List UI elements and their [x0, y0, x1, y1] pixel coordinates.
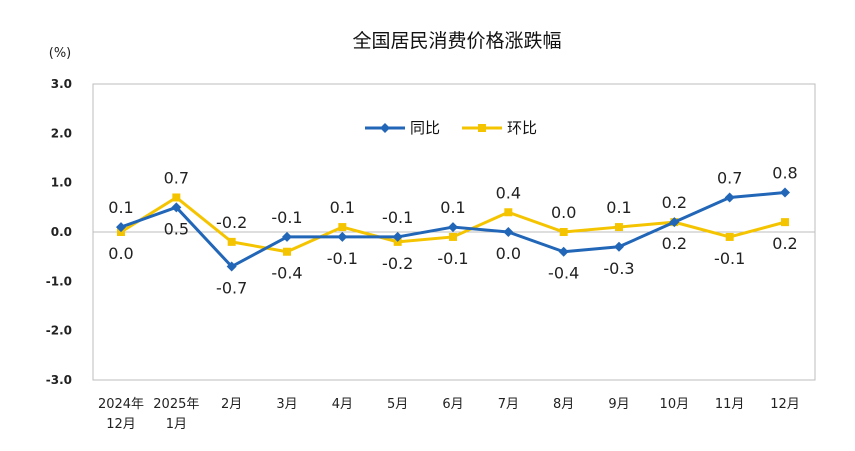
point-mom	[725, 232, 734, 241]
point-yoy	[724, 192, 735, 203]
point-yoy	[503, 227, 514, 237]
point-yoy	[171, 202, 182, 213]
data-label-yoy: 0.7	[717, 168, 742, 187]
data-label-mom: 0.7	[164, 168, 189, 187]
point-mom	[615, 223, 623, 232]
point-yoy	[669, 217, 680, 228]
y-tick-label: -2.0	[46, 324, 72, 338]
y-tick-label: 1.0	[51, 176, 72, 190]
x-tick-label: 2月	[221, 397, 242, 412]
axes: 3.0 2.0 1.0 0.0 -1.0 -2.0 -3.0 2024年 12月 2025年 1月 2…	[46, 77, 815, 432]
legend-label-mom: 环比	[507, 119, 537, 137]
data-label-yoy: 0.8	[772, 164, 797, 183]
data-label-mom: 0.1	[330, 198, 355, 217]
point-yoy	[558, 246, 569, 257]
data-label-mom: 0.2	[772, 234, 797, 253]
data-label-mom: -0.2	[382, 254, 413, 273]
data-label-mom: -0.4	[271, 264, 302, 283]
point-yoy	[282, 231, 292, 242]
data-labels: 0.1 0.0 0.5 0.7 -0.7 -0.2 -0.1 -0.4 -0.1 0.1 -0.1 -…	[108, 164, 797, 298]
data-label-yoy: -0.1	[271, 208, 302, 227]
x-tick-label: 2025年 1月	[153, 397, 199, 432]
point-yoy	[780, 187, 790, 198]
point-mom	[172, 193, 181, 202]
data-label-mom: 0.4	[496, 183, 521, 202]
point-mom	[227, 237, 236, 246]
x-tick-label: 4月	[332, 397, 353, 412]
data-label-mom: 0.2	[662, 234, 687, 253]
data-label-mom: -0.1	[714, 249, 745, 268]
x-tick-label: 10月	[660, 397, 690, 412]
point-yoy	[116, 222, 126, 233]
legend: 同比 环比	[365, 119, 537, 137]
data-label-yoy: -0.7	[216, 279, 247, 298]
x-tick-label: 8月	[553, 397, 574, 412]
point-mom	[781, 218, 789, 227]
point-yoy	[392, 231, 403, 242]
point-mom	[283, 247, 291, 256]
data-label-mom: 0.1	[606, 198, 631, 217]
y-tick-label: -3.0	[46, 373, 72, 387]
point-yoy	[337, 231, 348, 242]
legend-marker-mom	[478, 124, 486, 132]
point-yoy	[448, 222, 458, 233]
x-tick-label: 3月	[276, 397, 297, 412]
data-label-mom: 0.0	[108, 244, 133, 263]
y-tick-label: 2.0	[51, 126, 72, 140]
y-unit-label: (%)	[49, 46, 72, 61]
data-label-yoy: -0.3	[603, 259, 634, 278]
point-mom	[504, 208, 513, 217]
series-layer	[116, 187, 790, 272]
y-tick-label: 3.0	[51, 77, 72, 91]
y-tick-label: 0.0	[51, 225, 72, 239]
chart-title: 全国居民消费价格涨跌幅	[352, 30, 561, 52]
x-tick-label: 2024年 12月	[98, 397, 144, 432]
data-label-yoy: 0.5	[164, 219, 189, 238]
x-tick-label: 6月	[442, 397, 463, 412]
legend-label-yoy: 同比	[410, 119, 440, 137]
x-tick-label: 11月	[715, 397, 745, 412]
point-yoy	[226, 261, 237, 272]
data-label-mom: 0.0	[551, 203, 576, 222]
x-tick-label: 5月	[387, 397, 408, 412]
x-tick-label: 9月	[608, 397, 629, 412]
data-label-yoy: 0.1	[108, 198, 133, 217]
data-label-yoy: 0.0	[496, 244, 521, 263]
point-yoy	[614, 241, 624, 252]
data-label-yoy: -0.1	[382, 208, 413, 227]
data-label-mom: -0.1	[437, 249, 468, 268]
data-label-yoy: 0.2	[662, 193, 687, 212]
point-mom	[449, 232, 457, 241]
legend-marker-yoy	[380, 123, 390, 133]
data-label-yoy: 0.1	[440, 198, 465, 217]
data-label-yoy: -0.4	[548, 264, 579, 283]
point-mom	[338, 223, 347, 232]
y-tick-label: -1.0	[46, 274, 72, 288]
point-mom	[559, 228, 568, 236]
x-tick-label: 7月	[498, 397, 519, 412]
x-tick-label: 12月	[770, 397, 800, 412]
data-label-mom: -0.2	[216, 213, 247, 232]
data-label-yoy: -0.1	[327, 249, 358, 268]
